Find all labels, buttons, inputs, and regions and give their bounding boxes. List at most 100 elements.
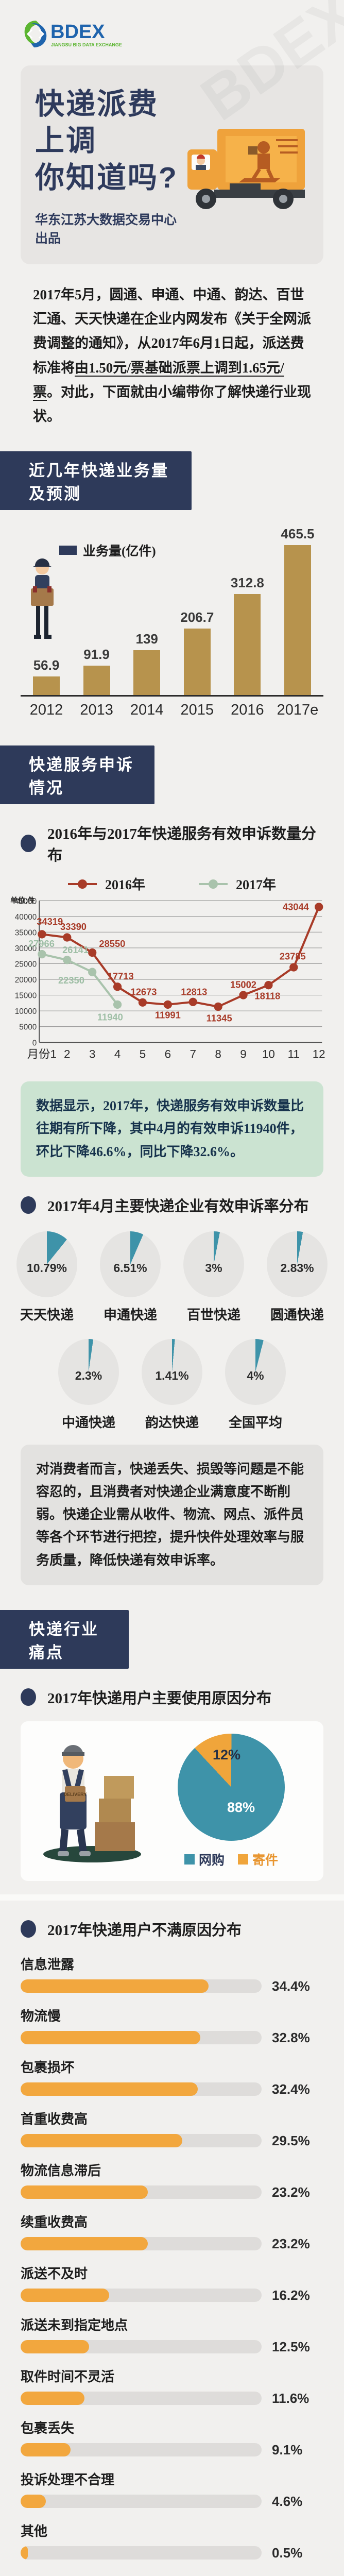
bar-row: 取件时间不灵活 11.6% xyxy=(21,2369,309,2406)
svg-text:BDEX: BDEX xyxy=(50,21,105,43)
svg-text:43044: 43044 xyxy=(283,902,309,912)
legend-online-shopping: 网购 xyxy=(184,1850,225,1869)
svg-text:11: 11 xyxy=(288,1048,300,1061)
consumer-note: 对消费者而言，快递丢失、损毁等问题是不能容忍的，且消费者对快递企业满意度不断削弱… xyxy=(21,1444,323,1585)
legend-2017: 2017年 xyxy=(198,874,276,893)
bar-2017e: 465.5 xyxy=(275,526,320,696)
svg-text:18118: 18118 xyxy=(254,991,280,1002)
byline: 华东江苏大数据交易中心 出品 xyxy=(35,212,177,246)
legend-2016: 2016年 xyxy=(67,874,145,893)
svg-text:45000: 45000 xyxy=(15,897,37,906)
usage-pie: 12% 88% 网购 寄件 xyxy=(151,1733,311,1869)
svg-text:40000: 40000 xyxy=(15,913,37,922)
pie-yuantong: 2.83% 圆通快递 xyxy=(264,1231,330,1324)
bar-2013: 91.9 xyxy=(74,647,119,696)
hero-banner: 快递派费上调 你知道吗? 华东江苏大数据交易中心 出品 xyxy=(21,65,323,264)
bar-row: 物流信息滞后 23.2% xyxy=(21,2163,310,2200)
header: BDEX JIANGSU BIG DATA EXCHANGE xyxy=(0,0,344,56)
bullet-usage-reason: 2017年快递用户主要使用原因分布 xyxy=(0,1686,344,1708)
bar-2016: 312.8 xyxy=(225,575,270,696)
svg-text:10: 10 xyxy=(262,1048,275,1061)
volume-bar-chart: 业务量(亿件) 56.9 91.9 139 206.7 312.8 465.5 … xyxy=(0,510,344,719)
bar-2015: 206.7 xyxy=(175,609,220,696)
company-pies-row2: 2.3% 中通快递 1.41% 韵达快递 4% 全国平均 xyxy=(0,1338,344,1431)
bar-row: 投诉处理不合理 4.6% xyxy=(21,2472,303,2509)
svg-text:4: 4 xyxy=(114,1048,121,1061)
svg-text:33390: 33390 xyxy=(60,921,87,932)
svg-text:3: 3 xyxy=(89,1048,95,1061)
svg-text:7: 7 xyxy=(190,1048,196,1061)
svg-text:11991: 11991 xyxy=(155,1010,181,1021)
pie-zhongtong: 2.3% 中通快递 xyxy=(56,1338,122,1431)
svg-text:17713: 17713 xyxy=(108,971,134,981)
bar-row: 信息泄露 34.4% xyxy=(21,1957,310,1994)
page-title: 快递派费上调 你知道吗? xyxy=(35,88,178,194)
line-chart-legend: 2016年 2017年 xyxy=(0,865,344,893)
svg-text:11940: 11940 xyxy=(97,1012,123,1023)
volume-legend: 业务量(亿件) xyxy=(59,541,156,560)
company-pies-row1: 10.79% 天天快递 6.51% 申通快递 3% 百世快递 2.83% 圆通快… xyxy=(0,1231,344,1324)
svg-text:35000: 35000 xyxy=(15,929,37,938)
svg-text:JIANGSU BIG DATA EXCHANGE: JIANGSU BIG DATA EXCHANGE xyxy=(51,42,122,47)
bar-row: 其他 0.5% xyxy=(21,2523,303,2561)
deliveryman-cartoon: DELIVERY xyxy=(43,1744,141,1862)
svg-text:单位:件: 单位:件 xyxy=(10,896,35,905)
legend-sending: 寄件 xyxy=(238,1850,278,1869)
svg-text:30000: 30000 xyxy=(15,944,37,953)
pie-tiantian: 10.79% 天天快递 xyxy=(14,1231,80,1324)
svg-text:月份1: 月份1 xyxy=(27,1048,57,1061)
bar-row: 首重收费高 29.5% xyxy=(21,2111,310,2148)
section-header-volume: 近几年快递业务量及预测 xyxy=(0,451,192,511)
svg-text:5000: 5000 xyxy=(19,1023,37,1032)
volume-x-axis: 2012 2013 2014 2015 2016 2017e xyxy=(29,702,319,719)
intro-paragraph: 2017年5月，圆通、申通、中通、韵达、百世汇通、天天快递在企业内网发布《关于全… xyxy=(33,286,311,424)
bar-row: 包裹损坏 32.4% xyxy=(21,2060,310,2097)
usage-pie-card: DELIVERY 12% 88% 网购 寄件 xyxy=(21,1721,323,1881)
section-header-complaints: 快递服务申诉情况 xyxy=(0,745,154,805)
svg-text:12673: 12673 xyxy=(131,987,157,997)
bar-row: 续重收费高 23.2% xyxy=(21,2214,310,2251)
bullet-dissatisfaction: 2017年快递用户不满原因分布 xyxy=(0,1918,344,1940)
bdex-logo: BDEX JIANGSU BIG DATA EXCHANGE xyxy=(24,21,122,47)
pie-baishi: 3% 百世快递 xyxy=(181,1231,247,1324)
dissatisfaction-bar-chart: 信息泄露 34.4% 物流慢 32.8% 包裹损坏 32.4% 首重收费高 29.5% … xyxy=(0,1940,344,2561)
bar-2014: 139 xyxy=(124,631,169,696)
svg-text:12813: 12813 xyxy=(181,987,207,997)
bar-row: 包裹丢失 9.1% xyxy=(21,2420,303,2458)
legend-swatch xyxy=(59,546,77,555)
svg-text:6: 6 xyxy=(165,1048,171,1061)
svg-text:0: 0 xyxy=(32,1039,37,1048)
bullet-dot-icon xyxy=(21,1196,36,1214)
svg-text:20000: 20000 xyxy=(15,976,37,985)
svg-text:2: 2 xyxy=(64,1048,70,1061)
complaints-note: 数据显示，2017年，快递服务有效申诉数量比往期有所下降，其中4月的有效申诉11… xyxy=(21,1081,323,1177)
svg-text:15000: 15000 xyxy=(15,992,37,1001)
svg-text:DELIVERY: DELIVERY xyxy=(64,1792,87,1797)
svg-text:26141: 26141 xyxy=(62,944,89,955)
svg-text:25000: 25000 xyxy=(15,960,37,969)
svg-text:8: 8 xyxy=(215,1048,221,1061)
complaints-line-chart: 单位:件 45000 40000 35000 30000 25000 20000 15… xyxy=(0,893,344,1068)
bullet-complaints-distribution: 2016年与2017年快递服务有效申诉数量分布 xyxy=(0,822,344,865)
bullet-dot-icon xyxy=(21,1688,36,1706)
bullet-dot-icon xyxy=(21,835,36,853)
courier-illustration xyxy=(31,558,54,639)
section-header-painpoints: 快递行业痛点 xyxy=(0,1609,129,1669)
delivery-truck-illustration xyxy=(187,128,305,209)
bar-row: 派送未到指定地点 12.5% xyxy=(21,2317,310,2354)
bar-row: 派送不及时 16.2% xyxy=(21,2266,310,2303)
intro-underlined-fee: 由1.50元/票基础派票上调到1.65元/票 xyxy=(33,360,284,400)
svg-text:22350: 22350 xyxy=(58,975,84,986)
svg-text:9: 9 xyxy=(240,1048,246,1061)
pie-yunda: 1.41% 韵达快递 xyxy=(139,1338,205,1431)
svg-text:5: 5 xyxy=(140,1048,146,1061)
bar-2012: 56.9 xyxy=(24,657,69,696)
svg-text:10000: 10000 xyxy=(15,1007,37,1016)
svg-text:23785: 23785 xyxy=(280,951,306,962)
svg-text:11345: 11345 xyxy=(207,1013,232,1024)
bullet-dot-icon xyxy=(21,1920,36,1938)
svg-text:28550: 28550 xyxy=(99,938,125,949)
svg-text:12: 12 xyxy=(313,1048,325,1061)
bullet-complaint-rate: 2017年4月主要快递企业有效申诉率分布 xyxy=(0,1194,344,1216)
